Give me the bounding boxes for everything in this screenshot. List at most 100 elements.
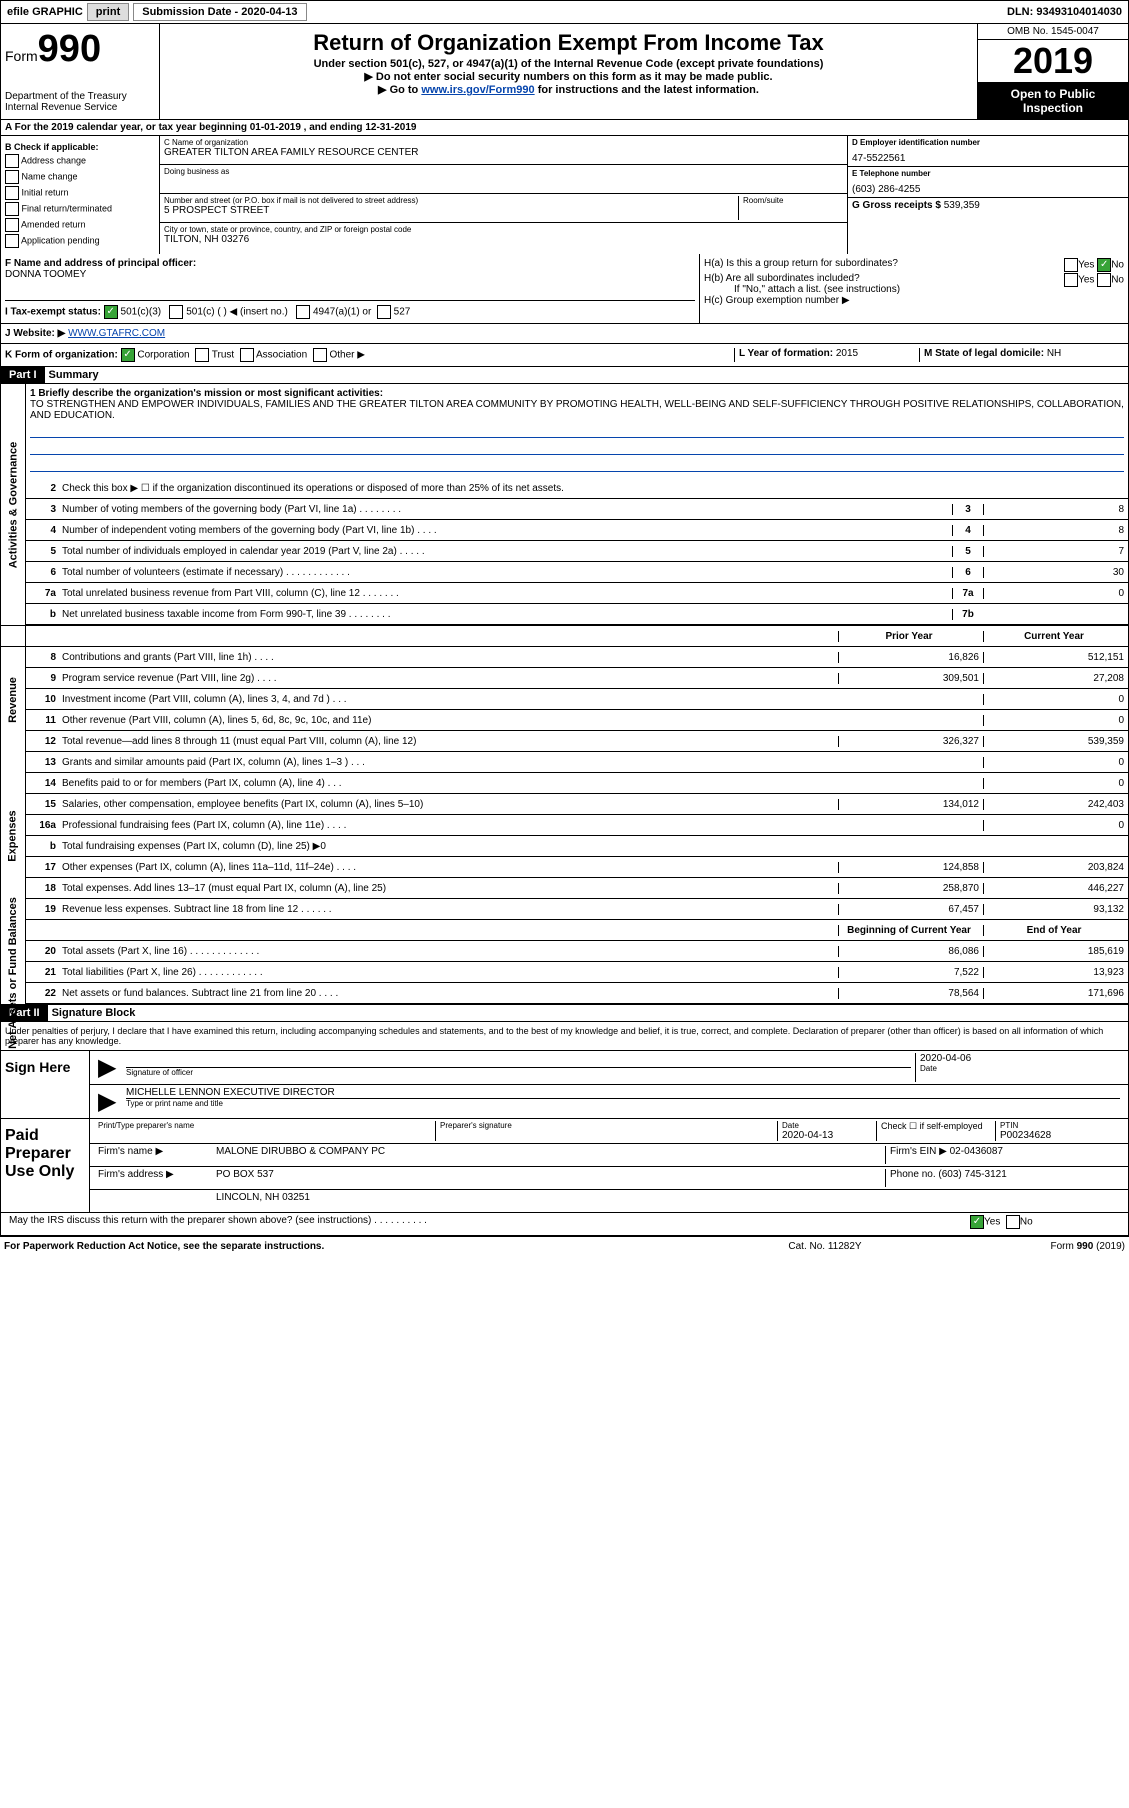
hb-label: H(b) Are all subordinates included? bbox=[704, 273, 860, 284]
room-label: Room/suite bbox=[743, 196, 843, 205]
check-initial[interactable] bbox=[5, 186, 19, 200]
top-bar: efile GRAPHIC print Submission Date - 20… bbox=[0, 0, 1129, 24]
ha-no[interactable]: ✓ bbox=[1097, 258, 1111, 272]
header-left: Form990 Department of the Treasury Inter… bbox=[1, 24, 160, 119]
check-assoc[interactable] bbox=[240, 348, 254, 362]
pycy-header: Prior Year Current Year bbox=[0, 625, 1129, 647]
state-label: M State of legal domicile: bbox=[924, 348, 1044, 359]
line1-label: 1 Briefly describe the organization's mi… bbox=[30, 388, 1124, 399]
netassets-header: Beginning of Current Year End of Year bbox=[0, 920, 1129, 941]
check-501c3[interactable]: ✓ bbox=[104, 305, 118, 319]
check-4947[interactable] bbox=[296, 305, 310, 319]
check-final[interactable] bbox=[5, 202, 19, 216]
rev-line-12: 12Total revenue—add lines 8 through 11 (… bbox=[26, 731, 1128, 752]
rev-line-9: 9Program service revenue (Part VIII, lin… bbox=[26, 668, 1128, 689]
net-line-20: 20Total assets (Part X, line 16) . . . .… bbox=[26, 941, 1128, 962]
gov-line-b: bNet unrelated business taxable income f… bbox=[26, 604, 1128, 625]
addr-label: Number and street (or P.O. box if mail i… bbox=[164, 196, 738, 205]
exp-line-13: 13Grants and similar amounts paid (Part … bbox=[26, 752, 1128, 773]
ptin-label: PTIN bbox=[1000, 1121, 1120, 1130]
ha-yes[interactable] bbox=[1064, 258, 1078, 272]
rev-line-11: 11Other revenue (Part VIII, column (A), … bbox=[26, 710, 1128, 731]
city-value: TILTON, NH 03276 bbox=[164, 234, 249, 245]
type-label: Type or print name and title bbox=[126, 1099, 1120, 1108]
check-amended[interactable] bbox=[5, 218, 19, 232]
section-fh: F Name and address of principal officer:… bbox=[0, 254, 1129, 324]
check-address[interactable] bbox=[5, 154, 19, 168]
sig-arrow-icon: ▶ bbox=[94, 1053, 122, 1082]
sign-here-label: Sign Here bbox=[1, 1051, 90, 1118]
check-corp[interactable]: ✓ bbox=[121, 348, 135, 362]
dba-label: Doing business as bbox=[164, 167, 843, 176]
check-trust[interactable] bbox=[195, 348, 209, 362]
exp-line-15: 15Salaries, other compensation, employee… bbox=[26, 794, 1128, 815]
check-name[interactable] bbox=[5, 170, 19, 184]
sig-declare: Under penalties of perjury, I declare th… bbox=[1, 1022, 1128, 1050]
sig-officer-label: Signature of officer bbox=[126, 1068, 911, 1077]
vert-netassets: Net Assets or Fund Balances bbox=[1, 941, 26, 1004]
revenue-section: Revenue 8Contributions and grants (Part … bbox=[0, 647, 1129, 752]
check-527[interactable] bbox=[377, 305, 391, 319]
footer-left: For Paperwork Reduction Act Notice, see … bbox=[4, 1241, 725, 1252]
gov-line-3: 3Number of voting members of the governi… bbox=[26, 499, 1128, 520]
vert-revenue: Revenue bbox=[1, 647, 26, 752]
tax-exempt-label: I Tax-exempt status: bbox=[5, 307, 101, 318]
hb-yes[interactable] bbox=[1064, 273, 1078, 287]
footer-right: Form 990 (2019) bbox=[925, 1241, 1125, 1252]
part2-title: Signature Block bbox=[48, 1005, 140, 1021]
note2-pre: ▶ Go to bbox=[378, 84, 421, 96]
discuss-yes[interactable]: ✓ bbox=[970, 1215, 984, 1229]
discuss-no[interactable] bbox=[1006, 1215, 1020, 1229]
phone-value: (603) 286-4255 bbox=[852, 178, 1124, 195]
hb-no[interactable] bbox=[1097, 273, 1111, 287]
exp-line-14: 14Benefits paid to or for members (Part … bbox=[26, 773, 1128, 794]
paid-preparer-label: Paid Preparer Use Only bbox=[1, 1119, 90, 1212]
part1-row: Part I Summary bbox=[0, 367, 1129, 384]
exp-line-17: 17Other expenses (Part IX, column (A), l… bbox=[26, 857, 1128, 878]
firm-name: MALONE DIRUBBO & COMPANY PC bbox=[212, 1146, 885, 1164]
netassets-section: Net Assets or Fund Balances 20Total asse… bbox=[0, 941, 1129, 1005]
dln-label: DLN: 93493104014030 bbox=[1007, 6, 1126, 18]
ein-value: 47-5522561 bbox=[852, 147, 1124, 164]
ein-label: D Employer identification number bbox=[852, 138, 1124, 147]
section-identity: B Check if applicable: Address change Na… bbox=[0, 136, 1129, 254]
print-button[interactable]: print bbox=[87, 3, 129, 21]
omb-label: OMB No. 1545-0047 bbox=[978, 24, 1128, 40]
row-k-formorg: K Form of organization: ✓ Corporation Tr… bbox=[0, 344, 1129, 367]
prep-name-label: Print/Type preparer's name bbox=[94, 1121, 435, 1141]
sig-date: 2020-04-06 bbox=[920, 1053, 1120, 1064]
form990-link[interactable]: www.irs.gov/Form990 bbox=[421, 84, 534, 96]
officer-label: F Name and address of principal officer: bbox=[5, 258, 695, 269]
efile-label: efile GRAPHIC bbox=[7, 6, 83, 18]
exp-line-18: 18Total expenses. Add lines 13–17 (must … bbox=[26, 878, 1128, 899]
check-other[interactable] bbox=[313, 348, 327, 362]
check-pending[interactable] bbox=[5, 234, 19, 248]
check-501c[interactable] bbox=[169, 305, 183, 319]
ptin-value: P00234628 bbox=[1000, 1130, 1120, 1141]
firm-addr1: PO BOX 537 bbox=[212, 1169, 885, 1187]
formorg-label: K Form of organization: bbox=[5, 350, 118, 361]
website-label: J Website: ▶ bbox=[5, 328, 65, 339]
phone-label: E Telephone number bbox=[852, 169, 1124, 178]
prior-year-header: Prior Year bbox=[838, 631, 983, 642]
city-label: City or town, state or province, country… bbox=[164, 225, 843, 234]
row-j-website: J Website: ▶ WWW.GTAFRC.COM bbox=[0, 324, 1129, 344]
officer-name: DONNA TOOMEY bbox=[5, 269, 695, 280]
rev-line-8: 8Contributions and grants (Part VIII, li… bbox=[26, 647, 1128, 668]
line2-text: Check this box ▶ ☐ if the organization d… bbox=[62, 481, 1128, 496]
year-form-val: 2015 bbox=[836, 348, 858, 359]
year-form-label: L Year of formation: bbox=[739, 348, 833, 359]
gov-line-5: 5Total number of individuals employed in… bbox=[26, 541, 1128, 562]
officer-typed: MICHELLE LENNON EXECUTIVE DIRECTOR bbox=[126, 1087, 1120, 1099]
street-address: 5 PROSPECT STREET bbox=[164, 205, 269, 216]
prep-date: 2020-04-13 bbox=[782, 1130, 872, 1141]
note2-post: for instructions and the latest informat… bbox=[535, 84, 759, 96]
public-inspection: Open to Public Inspection bbox=[978, 83, 1128, 119]
rev-line-10: 10Investment income (Part VIII, column (… bbox=[26, 689, 1128, 710]
website-link[interactable]: WWW.GTAFRC.COM bbox=[68, 328, 165, 339]
firm-ein: 02-0436087 bbox=[950, 1146, 1003, 1157]
col-f-officer: F Name and address of principal officer:… bbox=[1, 254, 699, 323]
footer-mid: Cat. No. 11282Y bbox=[725, 1241, 925, 1252]
firm-name-label: Firm's name ▶ bbox=[94, 1146, 212, 1164]
form-title: Return of Organization Exempt From Incom… bbox=[164, 30, 973, 56]
